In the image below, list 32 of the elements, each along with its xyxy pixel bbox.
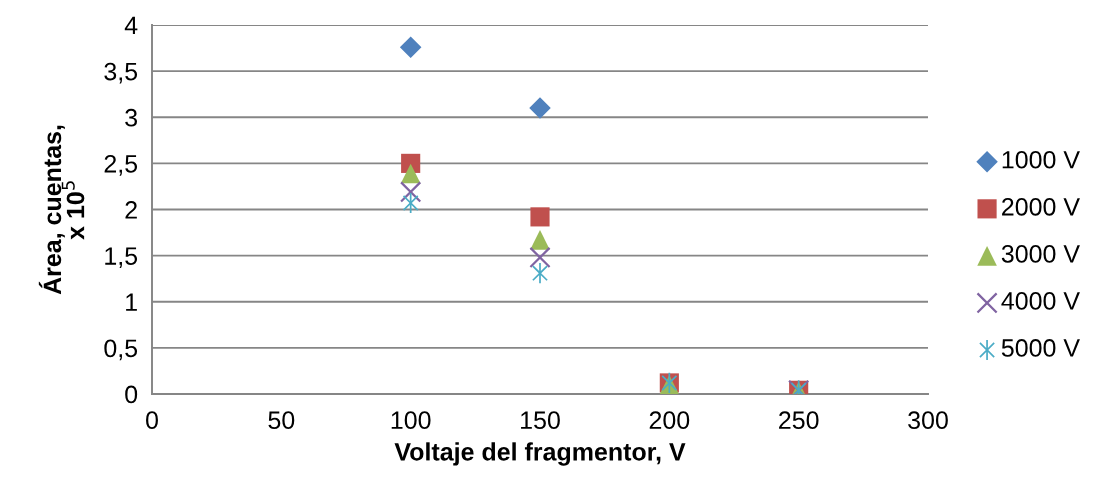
y-tick-label: 0 (125, 385, 138, 404)
y-tick-label: 1 (126, 293, 137, 311)
y-tick-label: 4 (124, 16, 138, 35)
y-tick-label: 3 (125, 108, 138, 127)
y-tick-label: 1,5 (105, 247, 138, 268)
y-tick-label: 2,5 (104, 154, 138, 176)
x-tick-label: 300 (908, 411, 948, 430)
point (532, 263, 548, 284)
y-axis-title: Área, cuentas, x 10$^{5}$ (38, 125, 85, 295)
point (399, 36, 422, 58)
y-tick-label: 3,5 (104, 62, 138, 84)
x-tick-label: 100 (391, 411, 431, 430)
point (402, 192, 419, 214)
legend-label: 4000 V (1001, 292, 1080, 310)
point (530, 207, 550, 227)
y-tick-label: 0,5 (104, 339, 138, 361)
legend-label: 1000 V (1002, 150, 1080, 169)
point (400, 163, 421, 184)
point (530, 230, 550, 250)
y-tick-label: 2 (125, 201, 137, 219)
point (399, 181, 422, 203)
point (529, 246, 551, 269)
x-tick-label: 150 (521, 411, 560, 430)
legend-label: 5000 V (1001, 339, 1080, 357)
point (529, 97, 551, 119)
x-tick-label: 200 (649, 411, 690, 430)
legend-label: 3000 V (1001, 245, 1080, 263)
legend-label: 2000 V (1002, 197, 1080, 216)
x-tick-label: 0 (146, 411, 158, 430)
x-axis-title: Voltaje del fragmentor, V (394, 442, 686, 466)
x-tick-label: 250 (779, 411, 819, 430)
x-tick-label: 50 (268, 411, 295, 430)
